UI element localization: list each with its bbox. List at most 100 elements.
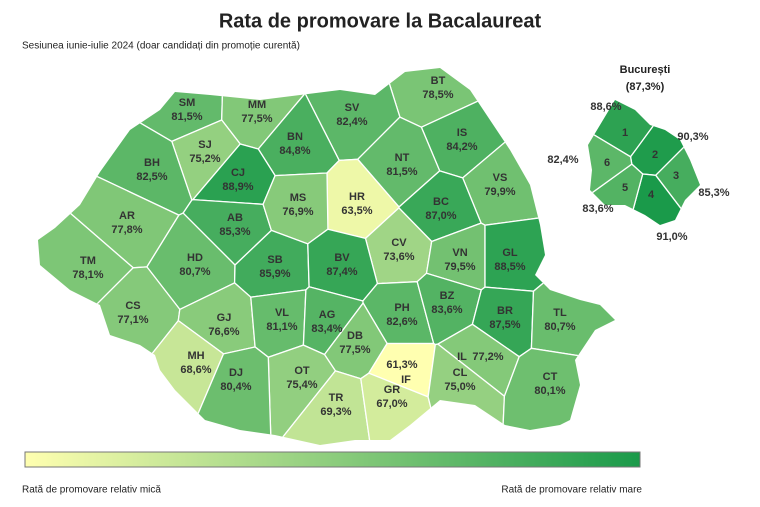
county-code: BV (334, 252, 350, 264)
county-code: DJ (229, 367, 243, 379)
county-code: CT (543, 371, 558, 383)
county (38, 68, 225, 143)
sector-number: 2 (652, 149, 658, 161)
county-code: NT (395, 152, 410, 164)
county-code: AR (119, 210, 135, 222)
county-value: 81,1% (266, 321, 297, 333)
county-value: 76,6% (208, 326, 239, 338)
county-code: SV (345, 102, 360, 114)
county-value: 68,6% (180, 364, 211, 376)
county-value: 80,7% (179, 266, 210, 278)
sector-value: 83,6% (582, 203, 613, 215)
county-value: 85,3% (219, 226, 250, 238)
sector-value: 85,3% (698, 187, 729, 199)
subtitle: Sesiunea iunie-iulie 2024 (doar candidaț… (22, 41, 300, 52)
county-value: 77,5% (241, 113, 272, 125)
county-code: GL (502, 247, 518, 259)
county-code: GR (384, 384, 401, 396)
county-code: AG (319, 309, 336, 321)
county-value: 78,1% (72, 269, 103, 281)
county-code: MM (248, 99, 266, 111)
county-value: 83,6% (431, 304, 462, 316)
county-value: 73,6% (383, 251, 414, 263)
county-value: 80,1% (534, 385, 565, 397)
sector-number: 4 (648, 189, 655, 201)
county-value: 79,5% (444, 261, 475, 273)
legend-low: Rată de promovare relativ mică (22, 485, 161, 496)
county-value: 77,1% (117, 314, 148, 326)
county-code: VL (275, 307, 289, 319)
bucharest-map (588, 100, 700, 225)
county-code: MH (187, 350, 204, 362)
sector-value: 91,0% (656, 231, 687, 243)
labels: SM 81,5% MM 77,5% BT 78,5% SV 82,4% IS 84,2% BN 84,… (72, 75, 729, 418)
county-value: 80,4% (220, 381, 251, 393)
county-value: 88,5% (494, 261, 525, 273)
county-value: 82,5% (136, 171, 167, 183)
sector (654, 109, 700, 225)
county-code: BC (433, 196, 449, 208)
county-value: 77,8% (111, 224, 142, 236)
county-value: 79,9% (484, 186, 515, 198)
county-value: 81,5% (386, 166, 417, 178)
county-value: 87,5% (489, 319, 520, 331)
county-code: CS (125, 300, 140, 312)
county-code: SB (267, 254, 282, 266)
county-value: 87,0% (425, 210, 456, 222)
county-value: 67,0% (376, 398, 407, 410)
county-code: IS (457, 127, 467, 139)
county-value: 61,3% (386, 359, 417, 371)
county-value: 75,2% (189, 153, 220, 165)
county-code: BR (497, 305, 513, 317)
sector-value: 88,6% (590, 101, 621, 113)
county-value: 75,0% (444, 381, 475, 393)
county-code: BT (431, 75, 446, 87)
county-code: BH (144, 157, 160, 169)
county-value: 84,2% (446, 141, 477, 153)
county-code: CL (453, 367, 468, 379)
county-value: 83,4% (311, 323, 342, 335)
county-code: CJ (231, 167, 245, 179)
county-code: OT (294, 365, 310, 377)
county (501, 347, 615, 445)
county-code: BN (287, 131, 303, 143)
county-code: VS (493, 172, 508, 184)
county-code: CV (391, 237, 407, 249)
bucharest-total: (87,3%) (626, 81, 665, 93)
sector-value: 90,3% (677, 131, 708, 143)
county-value: 63,5% (341, 205, 372, 217)
county-value: 88,9% (222, 181, 253, 193)
sector-number: 3 (673, 170, 679, 182)
county-code: BZ (440, 290, 455, 302)
county (420, 68, 615, 179)
county-value: 76,9% (282, 206, 313, 218)
county-code: HR (349, 191, 365, 203)
county-code: TL (553, 307, 567, 319)
county-code: HD (187, 252, 203, 264)
county-value: 69,3% (320, 406, 351, 418)
county-code: GJ (217, 312, 232, 324)
sector-number: 1 (622, 127, 628, 139)
legend-gradient (24, 451, 641, 468)
county-code: SJ (198, 139, 211, 151)
county-code: VN (452, 247, 467, 259)
county-value: 84,8% (279, 145, 310, 157)
county-code: PH (394, 302, 409, 314)
county-code: TM (80, 255, 96, 267)
county (530, 202, 615, 367)
county-value: 75,4% (286, 379, 317, 391)
county-value: 87,4% (326, 266, 357, 278)
county-code: DB (347, 330, 363, 342)
sector-number: 6 (604, 157, 610, 169)
county-value: 80,7% (544, 321, 575, 333)
county-code: SM (179, 97, 196, 109)
sector (588, 113, 633, 218)
county-value: 82,6% (386, 316, 417, 328)
county-value: 77,2% (472, 351, 503, 363)
county-code: IF (401, 374, 411, 386)
sector-number: 5 (622, 182, 628, 194)
title: Rata de promovare la Bacalaureat (219, 10, 542, 32)
county-value: 82,4% (336, 116, 367, 128)
county-value: 85,9% (259, 268, 290, 280)
